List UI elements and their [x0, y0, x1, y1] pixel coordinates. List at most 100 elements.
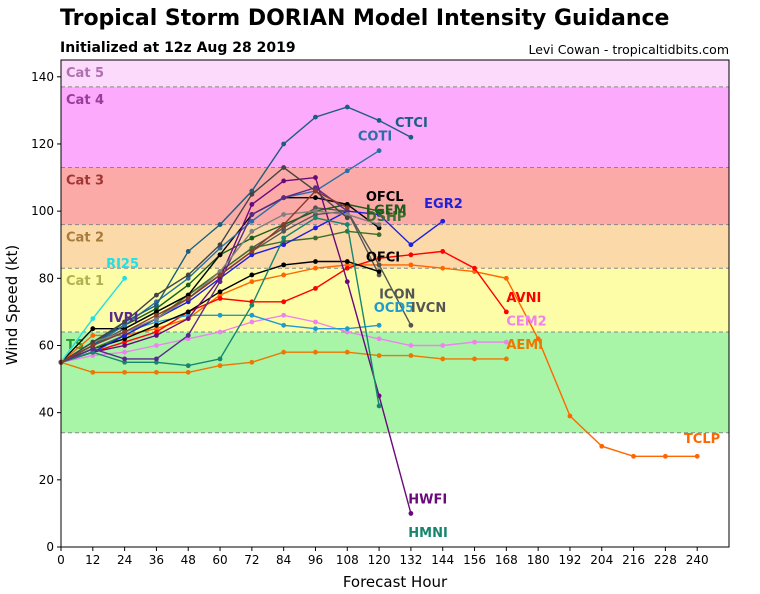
series-point-ivri [122, 356, 128, 362]
series-point-ctci [185, 249, 191, 254]
series-point-cem2 [281, 312, 287, 318]
band-cat-3 [61, 167, 729, 225]
series-line-hwfi [60, 176, 412, 514]
series-line-unlabeled-19 [60, 166, 348, 363]
series-label-ocd5: OCD5 [374, 301, 414, 316]
series-point-ofci [281, 262, 287, 268]
series-label-ivcn: IVCN [411, 301, 446, 316]
series-point-ocd5 [249, 312, 255, 318]
x-tick-label: 216 [622, 553, 645, 567]
series-label-cem2: CEM2 [506, 314, 546, 329]
series-point-aemi [344, 349, 350, 355]
series-point-tclp [662, 453, 668, 459]
x-tick-label: 72 [244, 553, 259, 567]
series-point-ivri [313, 185, 318, 191]
series-point-avni [122, 339, 128, 345]
series-point-ofcl [185, 292, 191, 298]
series-point-ivcn [313, 212, 318, 217]
y-tick-label: 80 [39, 271, 54, 285]
series-point-cem2 [440, 343, 446, 348]
series-point-tclp [154, 326, 159, 332]
x-tick-label: 228 [654, 553, 677, 567]
series-point-aemi [313, 349, 318, 355]
series-label-hwfi: HWFI [408, 492, 447, 507]
axes: 0 12 24 36 48 60 72 84 96 108 120 132 144 156 168 180 19… [31, 59, 730, 567]
x-tick-label: 48 [181, 553, 196, 567]
band-label-cat-3: Cat 3 [66, 173, 104, 188]
series-point-coti [249, 218, 255, 224]
series-label-lgem: LGEM [366, 203, 407, 218]
x-tick-label: 36 [149, 553, 164, 567]
series-point-dshp [376, 232, 382, 238]
series-point-coti [376, 148, 382, 154]
series-point-aemi [154, 369, 159, 375]
series-point-hwfi [344, 279, 350, 285]
series-point-avni [344, 265, 350, 271]
series-point-ri25 [90, 316, 96, 322]
series-point-coti [344, 168, 350, 174]
series-point-tclp [535, 336, 541, 342]
band-label-cat-4: Cat 4 [66, 93, 104, 108]
series-point-tclp [217, 292, 223, 298]
series-point-avni [154, 329, 159, 335]
x-tick-label: 12 [85, 553, 100, 567]
band-label-cat-2: Cat 2 [66, 231, 104, 246]
series-point-coti [185, 275, 191, 281]
series-point-hmni [281, 235, 287, 241]
series-point-egr2 [376, 212, 382, 217]
series-point-ivcn [376, 262, 382, 268]
series-point-ctci [408, 134, 414, 140]
series-point-ivcn [281, 228, 287, 234]
series-point-ivcn [408, 322, 414, 328]
series-point-aemi [408, 353, 414, 358]
series-point-icon [313, 205, 318, 211]
x-tick-label: 108 [336, 553, 359, 567]
series-point-ivri [185, 333, 191, 338]
series-point-unlabeled-18 [217, 269, 223, 274]
series-point-ofcl [90, 326, 96, 332]
series-point-cem2 [503, 339, 509, 345]
series-point-hmni [90, 349, 96, 355]
series-point-cem2 [313, 319, 318, 325]
series-point-ivri [249, 212, 255, 217]
series-point-ocd5 [376, 322, 382, 328]
chart-credit: Levi Cowan - tropicaltidbits.com [528, 42, 729, 57]
series-point-cem2 [217, 329, 223, 335]
series-label-ri25: RI25 [106, 257, 139, 272]
series-point-unlabeled-18 [313, 208, 318, 214]
series-point-hmni [185, 363, 191, 369]
series-point-hmni [313, 215, 318, 221]
series-point-hwfi [154, 333, 159, 338]
series-point-ofcl [217, 252, 223, 258]
plot-frame [60, 59, 730, 548]
x-tick-label: 24 [117, 553, 132, 567]
series-point-tclp [408, 262, 414, 268]
y-tick-label: 120 [31, 137, 54, 151]
series-point-unlabeled-20 [154, 312, 159, 318]
series-point-ocd5 [313, 326, 318, 332]
series-point-avni [408, 252, 414, 258]
series-point-aemi [503, 356, 509, 362]
series-point-egr2 [249, 252, 255, 258]
x-tick-label: 156 [463, 553, 486, 567]
series-point-hwfi [249, 202, 255, 207]
x-tick-label: 144 [431, 553, 454, 567]
series-point-ofcl [122, 326, 128, 332]
series-point-unlabeled-19 [249, 191, 255, 197]
series-point-aemi [440, 356, 446, 362]
series-point-cem2 [154, 343, 159, 348]
series-point-lgem [154, 306, 159, 311]
series-point-dshp [249, 245, 255, 251]
series-point-unlabeled-18 [249, 228, 255, 234]
series-point-avni [281, 299, 287, 305]
series-point-cem2 [249, 319, 255, 325]
x-axis-label: Forecast Hour [343, 573, 448, 591]
series-point-hwfi [281, 178, 287, 184]
series-point-unlabeled-19 [122, 319, 128, 325]
series-label-dshp: DSHP [366, 210, 407, 225]
series-point-ofci [154, 322, 159, 328]
series-point-unlabeled-20 [122, 329, 128, 335]
x-tick-label: 204 [590, 553, 613, 567]
